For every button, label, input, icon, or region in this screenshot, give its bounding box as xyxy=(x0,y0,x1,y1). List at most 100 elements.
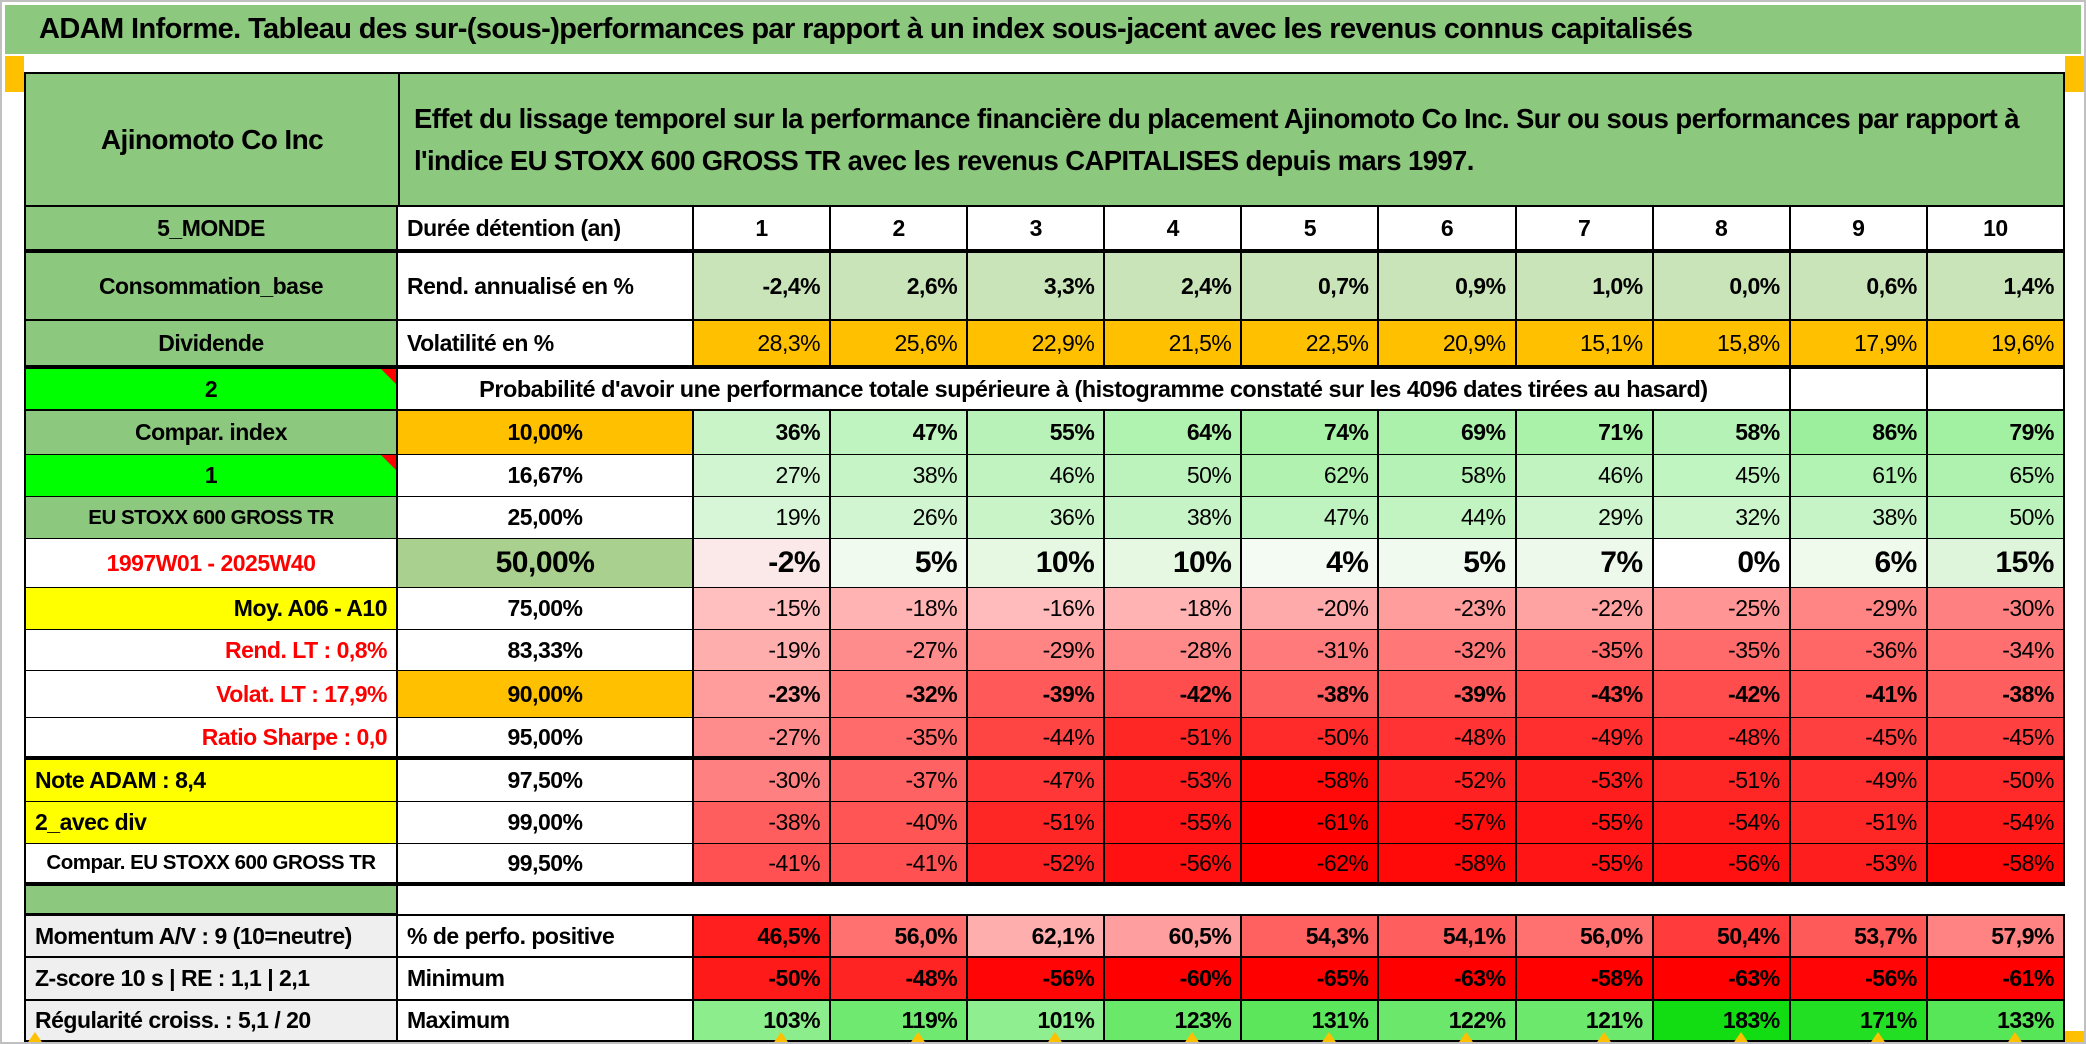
cell-min-col10[interactable]: -61% xyxy=(1927,958,2065,1001)
cell-p83-col5[interactable]: -31% xyxy=(1242,630,1380,671)
cell-cols-col2[interactable]: 2 xyxy=(831,207,969,253)
instrument-name-cell[interactable]: Ajinomoto Co Inc xyxy=(26,74,400,205)
cell-perfpos-col2[interactable]: 56,0% xyxy=(831,914,969,958)
cell-perfpos-col7[interactable]: 56,0% xyxy=(1516,914,1654,958)
row-label-rend[interactable]: Consommation_base xyxy=(24,253,398,321)
cell-p16-col5[interactable]: 62% xyxy=(1242,455,1380,497)
cell-p975-col7[interactable]: -53% xyxy=(1516,760,1654,802)
cell-p99-col10[interactable]: -54% xyxy=(1927,802,2065,844)
cell-p75-col10[interactable]: -30% xyxy=(1927,588,2065,630)
cell-p995-col8[interactable]: -56% xyxy=(1653,844,1791,886)
cell-p95-col4[interactable]: -51% xyxy=(1105,718,1243,760)
cell-p95-col10[interactable]: -45% xyxy=(1927,718,2065,760)
cell-max-col3[interactable]: 101% xyxy=(968,1001,1106,1042)
row-sublabel-p95[interactable]: 95,00% xyxy=(398,718,694,760)
row-label-prob[interactable]: 2 xyxy=(24,369,398,411)
empty-cell[interactable] xyxy=(1927,369,2065,411)
cell-p995-col2[interactable]: -41% xyxy=(831,844,969,886)
cell-cols-col5[interactable]: 5 xyxy=(1242,207,1380,253)
row-label-p95[interactable]: Ratio Sharpe : 0,0 xyxy=(24,718,398,760)
cell-p10-col2[interactable]: 47% xyxy=(831,411,969,455)
cell-perfpos-col4[interactable]: 60,5% xyxy=(1105,914,1243,958)
cell-p995-col10[interactable]: -58% xyxy=(1927,844,2065,886)
cell-max-col1[interactable]: 103% xyxy=(694,1001,832,1042)
row-sublabel-p25[interactable]: 25,00% xyxy=(398,497,694,539)
cell-p16-col6[interactable]: 58% xyxy=(1379,455,1517,497)
cell-p975-col2[interactable]: -37% xyxy=(831,760,969,802)
cell-min-col8[interactable]: -63% xyxy=(1653,958,1791,1001)
row-label-p975[interactable]: Note ADAM : 8,4 xyxy=(24,760,398,802)
cell-vol-col9[interactable]: 17,9% xyxy=(1790,321,1928,369)
row-label-p75[interactable]: Moy. A06 - A10 xyxy=(24,588,398,630)
cell-rend-col10[interactable]: 1,4% xyxy=(1927,253,2065,321)
row-label-p995[interactable]: Compar. EU STOXX 600 GROSS TR xyxy=(24,844,398,886)
cell-p83-col6[interactable]: -32% xyxy=(1379,630,1517,671)
cell-p25-col1[interactable]: 19% xyxy=(694,497,832,539)
cell-vol-col7[interactable]: 15,1% xyxy=(1516,321,1654,369)
cell-p50-col6[interactable]: 5% xyxy=(1379,539,1517,588)
cell-p90-col8[interactable]: -42% xyxy=(1653,671,1791,718)
cell-p16-col9[interactable]: 61% xyxy=(1790,455,1928,497)
cell-p25-col6[interactable]: 44% xyxy=(1379,497,1517,539)
cell-p95-col1[interactable]: -27% xyxy=(694,718,832,760)
row-sublabel-perfpos[interactable]: % de perfo. positive xyxy=(398,914,694,958)
row-label-perfpos[interactable]: Momentum A/V : 9 (10=neutre) xyxy=(24,914,398,958)
cell-vol-col1[interactable]: 28,3% xyxy=(694,321,832,369)
cell-perfpos-col9[interactable]: 53,7% xyxy=(1790,914,1928,958)
cell-p83-col7[interactable]: -35% xyxy=(1516,630,1654,671)
cell-p50-col9[interactable]: 6% xyxy=(1790,539,1928,588)
cell-max-col2[interactable]: 119% xyxy=(831,1001,969,1042)
cell-p90-col5[interactable]: -38% xyxy=(1242,671,1380,718)
cell-p16-col8[interactable]: 45% xyxy=(1653,455,1791,497)
cell-rend-col5[interactable]: 0,7% xyxy=(1242,253,1380,321)
row-sublabel-rend[interactable]: Rend. annualisé en % xyxy=(398,253,694,321)
cell-p99-col9[interactable]: -51% xyxy=(1790,802,1928,844)
cell-p75-col9[interactable]: -29% xyxy=(1790,588,1928,630)
cell-p995-col6[interactable]: -58% xyxy=(1379,844,1517,886)
cell-p16-col2[interactable]: 38% xyxy=(831,455,969,497)
row-sublabel-p90[interactable]: 90,00% xyxy=(398,671,694,718)
cell-max-col9[interactable]: 171% xyxy=(1790,1001,1928,1042)
cell-p995-col4[interactable]: -56% xyxy=(1105,844,1243,886)
cell-perfpos-col8[interactable]: 50,4% xyxy=(1653,914,1791,958)
cell-p90-col6[interactable]: -39% xyxy=(1379,671,1517,718)
cell-p95-col6[interactable]: -48% xyxy=(1379,718,1517,760)
cell-p16-col10[interactable]: 65% xyxy=(1927,455,2065,497)
cell-p16-col3[interactable]: 46% xyxy=(968,455,1106,497)
cell-p90-col10[interactable]: -38% xyxy=(1927,671,2065,718)
cell-rend-col2[interactable]: 2,6% xyxy=(831,253,969,321)
cell-p75-col2[interactable]: -18% xyxy=(831,588,969,630)
row-sublabel-p99[interactable]: 99,00% xyxy=(398,802,694,844)
cell-cols-col8[interactable]: 8 xyxy=(1653,207,1791,253)
cell-p25-col8[interactable]: 32% xyxy=(1653,497,1791,539)
cell-vol-col10[interactable]: 19,6% xyxy=(1927,321,2065,369)
cell-p75-col5[interactable]: -20% xyxy=(1242,588,1380,630)
cell-p95-col5[interactable]: -50% xyxy=(1242,718,1380,760)
row-sublabel-p16[interactable]: 16,67% xyxy=(398,455,694,497)
cell-min-col5[interactable]: -65% xyxy=(1242,958,1380,1001)
row-label-p83[interactable]: Rend. LT : 0,8% xyxy=(24,630,398,671)
row-label-p99[interactable]: 2_avec div xyxy=(24,802,398,844)
cell-p10-col4[interactable]: 64% xyxy=(1105,411,1243,455)
cell-p95-col7[interactable]: -49% xyxy=(1516,718,1654,760)
cell-p50-col4[interactable]: 10% xyxy=(1105,539,1243,588)
cell-p99-col3[interactable]: -51% xyxy=(968,802,1106,844)
row-sublabel-vol[interactable]: Volatilité en % xyxy=(398,321,694,369)
cell-p90-col3[interactable]: -39% xyxy=(968,671,1106,718)
cell-vol-col2[interactable]: 25,6% xyxy=(831,321,969,369)
cell-p83-col4[interactable]: -28% xyxy=(1105,630,1243,671)
row-label-min[interactable]: Z-score 10 s | RE : 1,1 | 2,1 xyxy=(24,958,398,1001)
cell-max-col6[interactable]: 122% xyxy=(1379,1001,1517,1042)
cell-perfpos-col1[interactable]: 46,5% xyxy=(694,914,832,958)
cell-p975-col9[interactable]: -49% xyxy=(1790,760,1928,802)
cell-cols-col9[interactable]: 9 xyxy=(1790,207,1928,253)
cell-p16-col4[interactable]: 50% xyxy=(1105,455,1243,497)
cell-perfpos-col6[interactable]: 54,1% xyxy=(1379,914,1517,958)
cell-p75-col7[interactable]: -22% xyxy=(1516,588,1654,630)
cell-p90-col1[interactable]: -23% xyxy=(694,671,832,718)
cell-p25-col9[interactable]: 38% xyxy=(1790,497,1928,539)
cell-cols-col4[interactable]: 4 xyxy=(1105,207,1243,253)
cell-p975-col10[interactable]: -50% xyxy=(1927,760,2065,802)
row-label-vol[interactable]: Dividende xyxy=(24,321,398,369)
cell-p75-col4[interactable]: -18% xyxy=(1105,588,1243,630)
